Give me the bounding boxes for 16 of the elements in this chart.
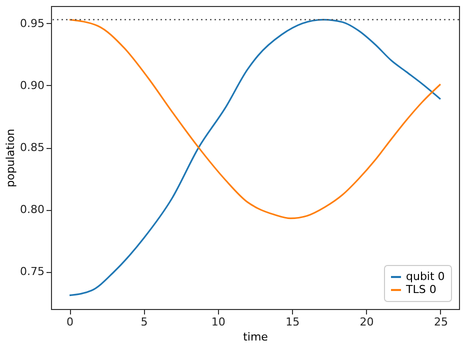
y-tick-label: 0.80	[20, 203, 44, 216]
y-tick-label: 0.75	[20, 265, 44, 278]
y-tick-label: 0.90	[20, 78, 44, 92]
x-tick-label: 0	[66, 316, 74, 328]
x-tick-label: 25	[434, 316, 448, 328]
x-tick-label: 10	[211, 316, 226, 328]
y-tick-label: 0.85	[20, 141, 44, 154]
x-tick-label: 20	[360, 316, 374, 328]
x-tick-label: 15	[286, 316, 300, 328]
x-tick-label: 5	[140, 316, 148, 328]
legend-label: qubit 0	[406, 270, 445, 283]
legend-label: TLS 0	[405, 283, 436, 296]
x-axis-title: time	[243, 330, 268, 344]
y-axis-title: population	[4, 128, 18, 188]
y-tick-label: 0.95	[20, 16, 44, 30]
line-series	[68, 18, 442, 220]
